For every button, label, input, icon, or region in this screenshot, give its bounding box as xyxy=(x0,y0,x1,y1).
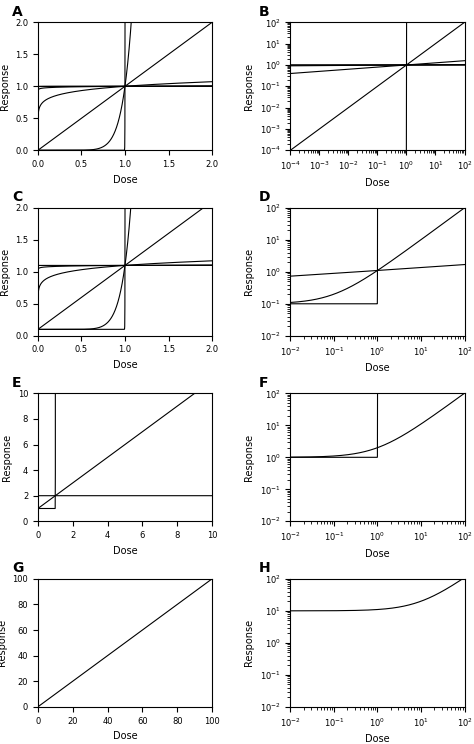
Text: E: E xyxy=(12,376,21,390)
Y-axis label: Response: Response xyxy=(0,619,7,667)
Y-axis label: Response: Response xyxy=(0,62,9,110)
Text: G: G xyxy=(12,562,23,575)
Y-axis label: Response: Response xyxy=(244,434,255,481)
X-axis label: Dose: Dose xyxy=(113,545,137,556)
Y-axis label: Response: Response xyxy=(2,434,12,481)
X-axis label: Dose: Dose xyxy=(365,734,390,744)
X-axis label: Dose: Dose xyxy=(113,731,137,741)
Text: C: C xyxy=(12,190,22,205)
X-axis label: Dose: Dose xyxy=(365,364,390,373)
Text: H: H xyxy=(259,562,271,575)
Y-axis label: Response: Response xyxy=(0,248,9,295)
Text: F: F xyxy=(259,376,269,390)
Y-axis label: Response: Response xyxy=(244,619,255,667)
X-axis label: Dose: Dose xyxy=(113,360,137,370)
Text: D: D xyxy=(259,190,271,205)
X-axis label: Dose: Dose xyxy=(365,178,390,188)
Y-axis label: Response: Response xyxy=(244,248,255,295)
X-axis label: Dose: Dose xyxy=(365,549,390,559)
Y-axis label: Response: Response xyxy=(244,62,254,110)
Text: A: A xyxy=(12,5,23,19)
Text: B: B xyxy=(259,5,270,19)
X-axis label: Dose: Dose xyxy=(113,175,137,185)
